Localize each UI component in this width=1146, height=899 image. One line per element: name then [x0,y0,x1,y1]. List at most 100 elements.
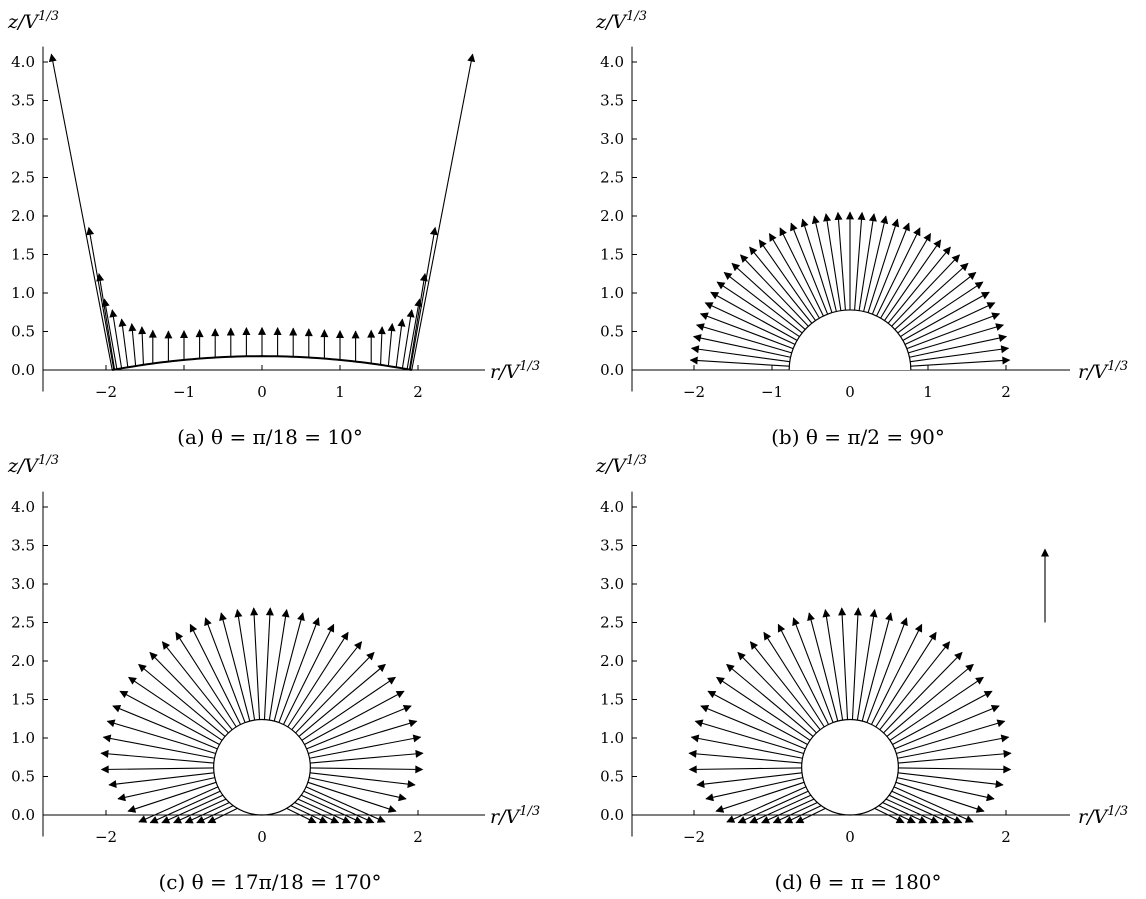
vector-arrow [897,271,977,334]
y-tick-label: 4.0 [11,53,35,71]
vector-arrow [189,623,242,725]
x-axis-label: r/V1/3 [1078,804,1128,828]
vector-arrow [310,765,424,774]
vector-arrow [874,807,905,824]
y-tick-label: 0.0 [11,806,35,824]
y-tick-label: 0.0 [11,361,35,379]
vector-arrow [790,222,829,315]
panel-b: 0.0 0.5 1.0 1.5 2.0 2.5 3.0 3.5 4.0 −2 −1 0 1 2 r/V1/3… [595,9,1128,449]
vector-arrow [749,794,812,824]
y-tick-label: 0.5 [11,768,35,786]
vector-arrow [856,608,878,721]
vector-arrow [896,719,1006,755]
vector-field [688,548,1049,824]
y-tick-label: 1.5 [600,691,624,709]
vector-arrow [838,607,849,720]
vector-arrow [768,232,820,319]
vector-arrow [408,272,428,370]
vector-arrow [723,271,803,334]
x-tick-label: 2 [413,828,423,846]
vector-arrow [102,734,215,759]
vector-arrow [694,719,804,755]
vector-arrow [234,608,256,721]
vector-arrow [893,786,974,823]
vector-arrow [715,781,805,813]
vector-arrow [117,777,215,802]
vector-arrow [409,226,438,370]
y-tick-label: 1.5 [11,691,35,709]
vector-arrow [304,690,405,745]
vector-arrow [204,617,246,723]
vector-arrow [196,805,234,824]
vector-arrow [897,734,1010,759]
y-tick-label: 0.5 [600,323,624,341]
vector-arrow [309,734,422,759]
vector-arrow [100,765,214,774]
vector-arrow [761,798,815,824]
x-axis-label: r/V1/3 [490,359,540,383]
vector-arrow [309,772,416,789]
x-tick-label: 0 [845,828,855,846]
y-tick-label: 1.5 [11,246,35,264]
vector-arrow [287,631,349,728]
vector-arrow [300,794,363,824]
y-tick-label: 3.0 [600,130,624,148]
x-tick-label: 0 [257,828,267,846]
vector-arrow [800,218,833,313]
y-tick-label: 2.5 [11,614,35,632]
vector-arrow [910,345,1010,363]
vector-arrow [128,323,137,367]
vector-arrow [86,226,115,370]
vector-arrow [308,719,418,755]
vector-arrow [705,777,803,802]
vector-arrow [695,323,792,354]
vector-arrow [897,777,995,802]
vector-arrow [96,272,116,370]
vector-arrow [149,651,229,734]
x-tick-label: 2 [1001,383,1011,401]
vector-arrow [219,612,251,722]
vector-arrow [902,291,990,341]
vector-arrow [749,246,813,324]
vector-arrow [876,227,921,317]
vector-arrow [891,254,961,327]
vector-arrow [109,309,123,369]
vector-arrow [884,239,942,321]
vector-arrow [112,704,218,750]
vector-arrow [295,651,375,734]
vector-arrow [892,690,993,745]
panel-caption: (d) θ = π = 180° [774,870,941,894]
x-tick-label: −1 [761,383,783,401]
drop-surface [801,718,899,816]
x-axis-label: r/V1/3 [490,804,540,828]
vector-arrow [898,749,1012,764]
y-tick-label: 2.5 [11,169,35,187]
y-axis-label: z/V1/3 [7,9,59,33]
drop-surface [788,309,912,371]
y-axis-label: z/V1/3 [595,9,647,33]
panel-c: 0.0 0.5 1.0 1.5 2.0 2.5 3.0 3.5 4.0 −2 0 2 r/V1/3 z/V… [7,453,540,894]
vector-arrow [726,663,814,737]
vector-arrow [119,690,220,745]
vector-arrow [173,798,227,824]
vector-arrow [906,312,1001,350]
vector-arrow [688,765,802,774]
vector-arrow [138,663,226,737]
vector-arrow [263,607,274,720]
vector-arrow [834,211,846,311]
vector-arrow [792,617,834,723]
vector-arrow [387,323,396,367]
vector-arrow [811,215,837,312]
y-tick-label: 1.5 [600,246,624,264]
y-tick-label: 1.0 [600,729,624,747]
vector-arrow [118,318,129,368]
panel-d: 0.0 0.5 1.0 1.5 2.0 2.5 3.0 3.5 4.0 −2 0 2 r/V1/3 z/V… [595,453,1128,894]
y-tick-label: 2.5 [600,614,624,632]
vector-arrow [250,607,261,720]
y-tick-label: 3.5 [11,537,35,555]
x-tick-label: 2 [1001,828,1011,846]
vector-arrow [900,281,984,338]
vector-arrow [395,318,406,368]
vector-arrow [894,262,969,330]
vector-arrow [895,781,985,813]
